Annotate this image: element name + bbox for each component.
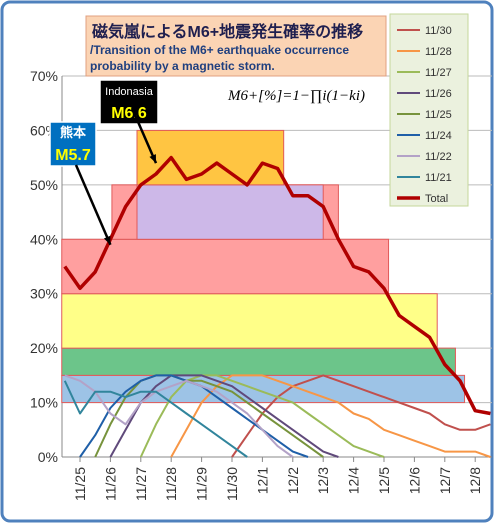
annotation-box [99,79,159,125]
series-line [109,374,339,458]
x-tick-label: 12/2 [285,467,301,494]
series-line [64,374,294,458]
x-tick-label: 12/4 [346,467,362,494]
series-line [139,374,385,458]
x-tick-label: 12/7 [437,467,453,494]
band [136,184,324,240]
plot-area: 0%10%20%30%40%50%60%70%11/25 11/26 11/27 11… [30,68,492,501]
series-line [63,380,248,458]
x-tick-label: 11/27 [133,467,149,501]
chart-subtitle: /Transition of the M6+ earthquake occurr… [90,43,350,73]
legend-label: 11/27 [425,67,452,79]
y-tick-label: 20% [30,340,58,356]
x-tick-label: 11/28 [163,467,179,501]
band [61,374,466,404]
annotation-arrow [130,107,158,164]
y-tick-label: 0% [38,449,58,465]
chart-title: 磁気嵐によるM6+地震発生確率の推移 [92,22,363,41]
annotation-text: M5.7 [55,147,91,164]
y-tick-label: 30% [30,286,58,302]
series-line [170,374,491,458]
series-line [231,374,491,458]
x-tick-label: 12/3 [315,467,331,494]
subtitle-box: /Transition of the M6+ earthquake occurr… [90,43,350,73]
annotation-text: 熊本 [60,125,86,140]
x-tick-label: 11/30 [224,467,240,501]
series-line [63,155,491,416]
annotation-text: M6.6 [111,105,147,122]
x-tick-label: 11/29 [194,467,210,501]
band [61,347,456,376]
annotations: 熊本 M5.7 Indonasia M6.6 [49,79,159,246]
y-tick-label: 70% [30,68,58,84]
annotation-box [49,121,97,167]
legend-label: 11/30 [425,25,452,37]
legend-label: 11/25 [425,109,452,121]
legend: 11/30 11/28 11/27 11/26 11/25 11/24 11/22 11/21… [397,25,452,205]
y-tick-label: 10% [30,395,58,411]
annotation-text: Indonasia [105,86,154,98]
band [136,129,285,186]
annotation-arrow [74,164,112,246]
arrow-head [103,235,111,245]
band [61,238,390,295]
x-tick-label: 11/26 [102,467,118,501]
title-box [85,15,387,77]
legend-label: 11/26 [425,88,452,100]
formula: M6+[%]=1−∏i(1−ki) [227,88,365,104]
x-tick-label: 11/25 [72,467,88,501]
legend-label: 11/28 [425,46,452,58]
legend-label: Total [425,193,448,205]
arrow-head [149,154,156,164]
legend-label: 11/24 [425,130,452,142]
legend-label: 11/22 [425,151,452,163]
x-tick-label: 12/5 [376,467,392,494]
band [61,293,438,349]
series-line [94,374,324,458]
x-tick-label: 12/1 [254,467,270,494]
y-tick-label: 50% [30,177,58,193]
legend-box [389,13,469,207]
x-tick-label: 12/6 [406,467,422,494]
y-tick-label: 40% [30,231,58,247]
legend-label: 11/21 [425,172,452,184]
x-tick-label: 12/8 [467,467,483,494]
